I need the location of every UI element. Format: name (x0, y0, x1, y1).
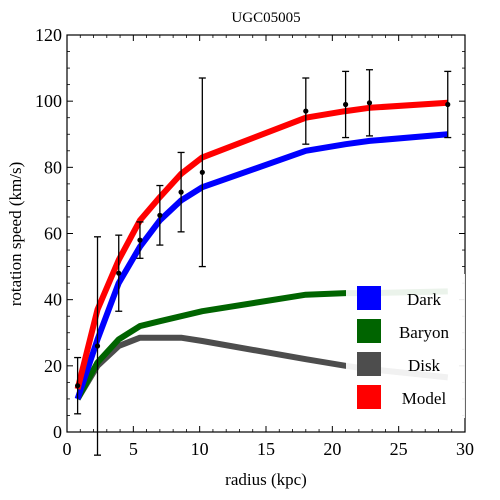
x-tick-label: 30 (456, 439, 474, 459)
legend-label: Disk (408, 356, 441, 375)
data-marker (75, 383, 81, 389)
y-tick-label: 20 (44, 356, 62, 376)
x-tick-label: 20 (323, 439, 341, 459)
data-marker (303, 108, 309, 114)
legend-item-model: Model (357, 385, 446, 409)
x-axis-title: radius (kpc) (225, 470, 307, 489)
data-point (156, 184, 164, 246)
y-tick-label: 60 (44, 224, 62, 244)
data-marker (178, 189, 184, 195)
data-point (136, 221, 144, 259)
y-tick-label: 40 (44, 290, 62, 310)
y-axis: 0 20 40 60 80 100 120 (35, 25, 465, 442)
data-point (115, 234, 123, 312)
y-tick-label: 100 (35, 91, 62, 111)
data-point (94, 236, 102, 456)
data-point (302, 77, 310, 145)
x-tick-label: 15 (257, 439, 275, 459)
legend: Dark Baryon Disk Model (346, 274, 465, 418)
data-marker (199, 169, 205, 175)
data-marker (343, 101, 349, 108)
data-marker (366, 100, 373, 106)
legend-swatch (357, 319, 381, 343)
data-marker (137, 237, 143, 243)
legend-item-baryon: Baryon (357, 319, 450, 343)
data-point (177, 151, 185, 233)
chart-title: UGC05005 (231, 10, 300, 26)
x-tick-label: 10 (191, 439, 209, 459)
legend-item-disk: Disk (357, 352, 441, 376)
data-marker (94, 343, 101, 349)
legend-label: Baryon (399, 323, 450, 342)
y-axis-title: rotation speed (km/s) (6, 162, 25, 306)
legend-item-dark: Dark (357, 286, 441, 310)
legend-swatch (357, 352, 381, 376)
data-marker (445, 101, 451, 108)
legend-swatch (357, 385, 381, 409)
legend-label: Dark (407, 290, 441, 309)
x-axis: 0 5 10 15 20 25 30 (63, 35, 474, 459)
data-point (74, 356, 82, 415)
y-tick-label: 0 (53, 422, 62, 442)
x-tick-label: 0 (63, 439, 72, 459)
observed-data-points (74, 69, 452, 456)
y-tick-label: 80 (44, 157, 62, 177)
x-tick-label: 5 (129, 439, 138, 459)
x-tick-label: 25 (390, 439, 408, 459)
data-point (342, 70, 350, 139)
data-point (365, 69, 373, 137)
data-marker (157, 212, 163, 218)
data-marker (116, 270, 122, 276)
legend-swatch (357, 286, 381, 310)
data-point (198, 77, 206, 268)
legend-label: Model (402, 389, 447, 408)
data-point (444, 70, 452, 139)
y-tick-label: 120 (35, 25, 62, 45)
